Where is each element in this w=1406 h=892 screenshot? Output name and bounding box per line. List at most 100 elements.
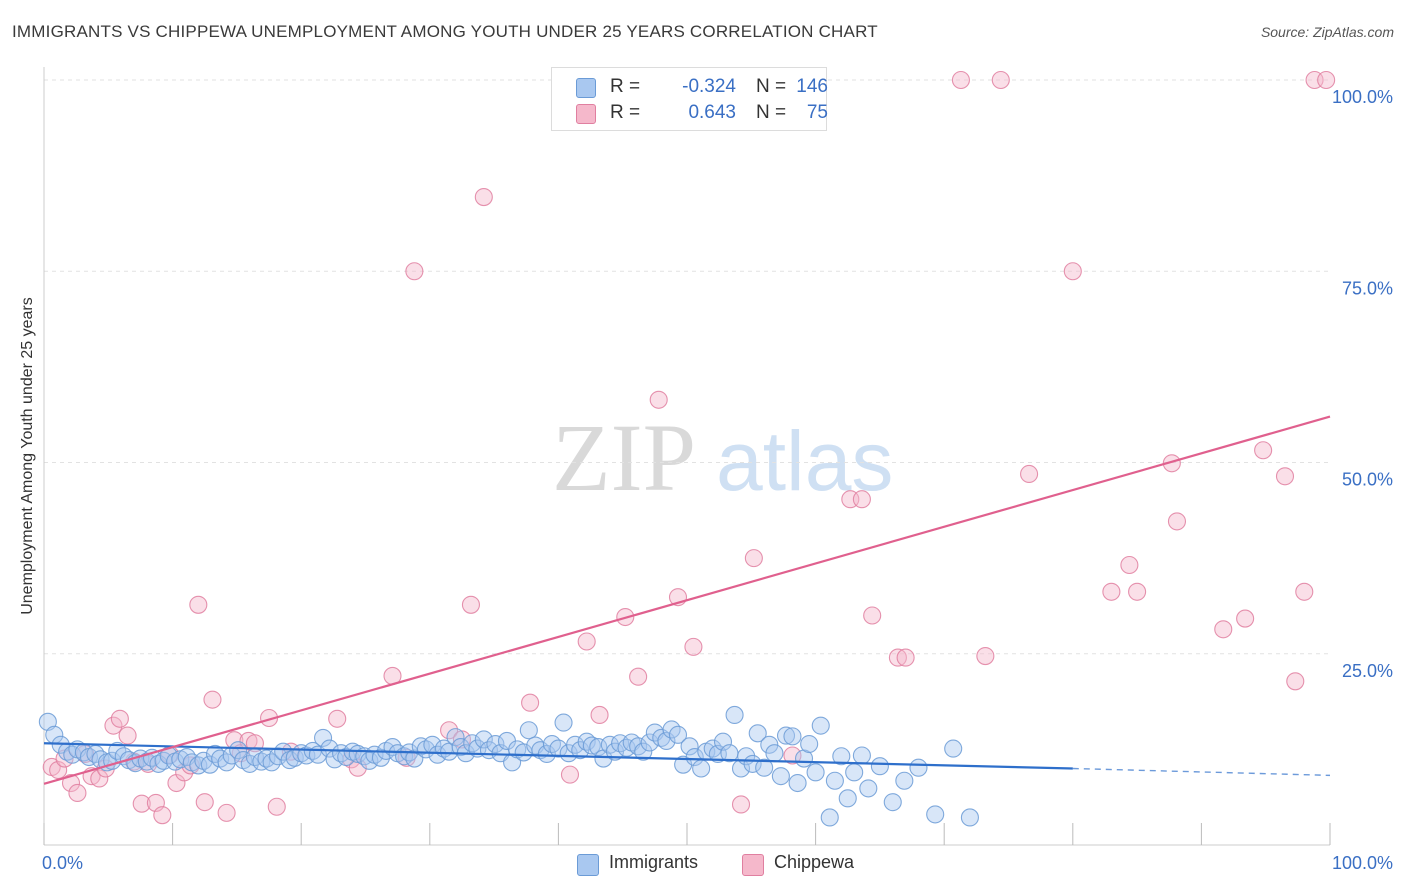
immigrants-point xyxy=(838,789,857,808)
immigrants-point xyxy=(582,736,601,755)
chippewa-point xyxy=(521,693,540,712)
immigrants-trendline-extension xyxy=(1072,767,1331,777)
chippewa-point xyxy=(195,793,214,812)
chippewa-point xyxy=(474,187,493,207)
chippewa-point xyxy=(577,632,596,651)
chippewa-point xyxy=(1102,582,1121,601)
immigrants-point xyxy=(895,771,914,790)
immigrants-point xyxy=(680,737,699,756)
immigrants-point xyxy=(703,739,722,758)
n-label: N = xyxy=(756,102,787,123)
chippewa-point xyxy=(118,726,137,745)
immigrants-point xyxy=(870,757,889,776)
x-tick-label: 100.0% xyxy=(1332,853,1393,873)
immigrants-point xyxy=(800,734,819,754)
immigrants-point xyxy=(820,808,839,827)
chippewa-point xyxy=(1254,441,1273,460)
y-tick-label: 100.0% xyxy=(1332,87,1393,107)
immigrants-point xyxy=(314,728,333,747)
immigrants-point xyxy=(806,763,825,782)
immigrants-point xyxy=(960,808,979,827)
chippewa-point xyxy=(731,795,751,814)
chippewa-point xyxy=(1120,555,1139,575)
chippewa-point xyxy=(189,595,208,614)
immigrants-point xyxy=(760,735,779,754)
immigrants-point xyxy=(474,730,493,749)
immigrants-point xyxy=(883,793,902,812)
chippewa-point xyxy=(1275,467,1295,486)
chippewa-point xyxy=(976,646,995,666)
chippewa-point xyxy=(684,637,703,656)
immigrants-point xyxy=(811,716,830,735)
immigrants-point xyxy=(657,731,676,751)
source-label: Source: ZipAtlas.com xyxy=(1260,24,1394,40)
chippewa-point xyxy=(461,595,481,614)
chippewa-point xyxy=(1295,582,1314,601)
immigrants-swatch xyxy=(576,78,596,98)
immigrants-point xyxy=(668,725,688,744)
correlation-legend: R = -0.324 N = 146 R = 0.643 N = 75 xyxy=(551,67,828,131)
chippewa-point xyxy=(1214,620,1233,639)
immigrants-point xyxy=(845,763,864,782)
chippewa-point xyxy=(991,70,1010,90)
immigrants-point xyxy=(446,728,465,747)
chippewa-point xyxy=(348,758,367,777)
chippewa-point xyxy=(896,648,915,667)
legend-label: Immigrants xyxy=(609,852,699,872)
chippewa-point xyxy=(405,262,424,281)
chippewa-point xyxy=(61,773,81,793)
immigrants-point xyxy=(605,742,625,761)
chippewa-point xyxy=(49,760,68,780)
chippewa-point xyxy=(744,549,763,568)
chippewa-point xyxy=(590,705,609,725)
immigrants-point xyxy=(944,739,963,758)
immigrants-point xyxy=(617,738,636,757)
immigrants-point xyxy=(589,738,608,757)
immigrants-point xyxy=(629,737,648,756)
chippewa-swatch xyxy=(576,104,596,124)
chippewa-point xyxy=(132,794,151,813)
chippewa-point xyxy=(1063,262,1082,281)
watermark-zip: ZIP xyxy=(552,404,696,511)
immigrants-point xyxy=(909,758,928,777)
y-tick-label: 75.0% xyxy=(1342,278,1393,298)
chippewa-swatch xyxy=(742,854,764,876)
immigrants-point xyxy=(685,747,704,767)
immigrants-point xyxy=(692,759,711,778)
chippewa-point xyxy=(267,797,286,816)
chippewa-point xyxy=(852,490,871,509)
immigrants-point xyxy=(554,713,573,732)
immigrants-point xyxy=(537,744,556,764)
immigrants-point xyxy=(852,746,871,765)
r-label: R = xyxy=(610,76,641,97)
legend-label: Chippewa xyxy=(774,852,855,872)
chart-title: IMMIGRANTS VS CHIPPEWA UNEMPLOYMENT AMON… xyxy=(12,22,878,41)
r-value: -0.324 xyxy=(682,76,736,97)
immigrants-point xyxy=(832,747,851,766)
y-tick-label: 50.0% xyxy=(1342,470,1393,490)
watermark-atlas: atlas xyxy=(716,414,893,508)
r-label: R = xyxy=(610,102,641,123)
chippewa-point xyxy=(440,721,459,740)
chippewa-point xyxy=(649,390,668,409)
immigrants-point xyxy=(748,724,767,743)
immigrants-point xyxy=(776,726,796,745)
chippewa-point xyxy=(203,690,222,709)
chippewa-point xyxy=(1236,609,1255,628)
n-value: 146 xyxy=(796,76,828,97)
chippewa-point xyxy=(629,667,648,686)
chippewa-point xyxy=(1020,464,1039,484)
chippewa-point xyxy=(153,806,172,825)
chippewa-point xyxy=(1286,672,1305,691)
chippewa-point xyxy=(888,648,907,667)
immigrants-trendline xyxy=(43,742,1073,770)
chippewa-point xyxy=(1167,512,1187,531)
immigrants-point xyxy=(463,734,482,753)
immigrants-point xyxy=(634,742,653,761)
chippewa-point xyxy=(110,709,129,728)
immigrants-point xyxy=(713,732,733,751)
immigrants-point xyxy=(859,779,878,798)
immigrants-point xyxy=(320,739,339,758)
immigrants-point xyxy=(519,721,538,740)
